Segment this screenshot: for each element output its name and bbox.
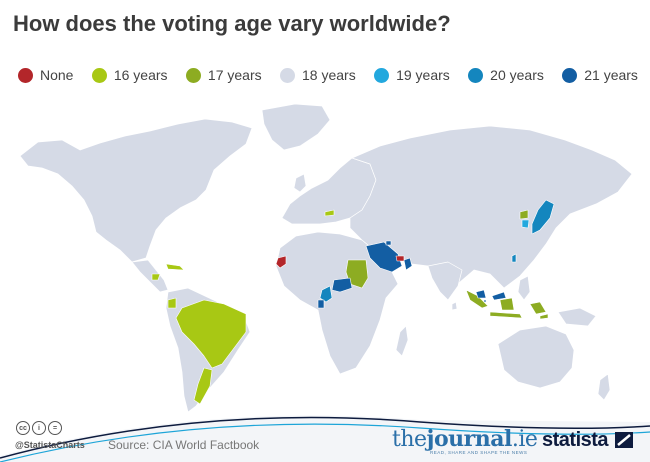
- thejournal-tagline: READ, SHARE AND SHAPE THE NEWS: [430, 450, 528, 455]
- region-brazil: [175, 299, 247, 369]
- legend-label: 18 years: [302, 67, 356, 83]
- nd-icon[interactable]: =: [48, 421, 62, 435]
- region-cuba: [165, 263, 185, 271]
- legend-swatch: [562, 67, 578, 83]
- legend-label: None: [40, 67, 74, 83]
- statista-handle[interactable]: @StatistaCharts: [15, 440, 85, 450]
- region-gabon: [317, 299, 325, 309]
- legend-item-21: 21 years: [562, 67, 638, 83]
- logo-bold: journal: [426, 426, 513, 452]
- region-austria: [324, 209, 335, 217]
- cc-icon[interactable]: cc: [16, 421, 30, 435]
- legend-label: 17 years: [207, 67, 262, 83]
- region-asia: [349, 125, 633, 293]
- region-papua: [557, 307, 597, 327]
- region-singapore: [483, 299, 487, 303]
- region-africa: [275, 231, 399, 375]
- region-greenland: [261, 103, 331, 151]
- legend-item-18: 18 years: [280, 67, 356, 83]
- region-malaysia: [475, 289, 507, 301]
- footer-wave: [0, 415, 650, 462]
- region-nicaragua: [151, 273, 161, 281]
- region-new-zealand: [597, 373, 611, 401]
- license-icons: cc i =: [16, 421, 62, 435]
- legend-swatch: [468, 67, 484, 83]
- region-central-african-republic: [331, 277, 353, 293]
- legend-item-17: 17 years: [185, 67, 262, 83]
- region-india: [427, 261, 463, 301]
- region-kuwait: [385, 240, 392, 246]
- region-argentina: [193, 367, 213, 405]
- legend-item-20: 20 years: [468, 67, 544, 83]
- region-united-arab-emirates: [395, 255, 405, 262]
- region-east-timor: [539, 313, 549, 320]
- source-text: Source: CIA World Factbook: [108, 438, 260, 452]
- legend: None 16 years 17 years 18 years 19 years…: [18, 65, 638, 85]
- legend-label: 20 years: [490, 67, 544, 83]
- legend-swatch: [18, 67, 33, 83]
- legend-swatch: [91, 67, 107, 83]
- region-japan: [531, 199, 555, 235]
- region-madagascar: [395, 325, 409, 357]
- region-oman: [403, 257, 413, 271]
- legend-item-none: None: [18, 67, 73, 83]
- world-map: [19, 103, 633, 413]
- region-indonesia: [465, 289, 547, 319]
- region-sri-lanka: [451, 301, 458, 311]
- legend-label: 16 years: [113, 67, 168, 83]
- by-icon[interactable]: i: [32, 421, 46, 435]
- legend-item-19: 19 years: [374, 67, 450, 83]
- legend-swatch: [374, 67, 390, 83]
- region-cameroon: [319, 285, 333, 303]
- legend-swatch: [185, 67, 201, 83]
- logo-prefix: the: [392, 427, 427, 452]
- logo-suffix: .ie: [511, 427, 538, 452]
- legend-item-16: 16 years: [91, 67, 168, 83]
- region-central-america: [131, 259, 169, 293]
- statista-logo-icon: [615, 432, 633, 448]
- legend-label: 19 years: [396, 67, 450, 83]
- thejournal-logo[interactable]: thejournal.ie: [392, 426, 538, 452]
- region-taiwan: [511, 253, 517, 263]
- region-western-sahara: [275, 255, 287, 269]
- legend-label: 21 years: [584, 67, 638, 83]
- region-ecuador: [167, 297, 177, 309]
- region-north-america: [19, 118, 253, 263]
- region-north-korea: [519, 209, 529, 220]
- region-australia: [497, 325, 575, 389]
- legend-swatch: [280, 67, 295, 83]
- region-philippines: [517, 275, 531, 301]
- region-uk: [293, 173, 307, 193]
- region-sudan: [345, 259, 369, 289]
- statista-logo[interactable]: statista: [542, 429, 609, 451]
- chart-title: How does the voting age vary worldwide?: [13, 11, 451, 36]
- region-south-korea: [521, 219, 530, 229]
